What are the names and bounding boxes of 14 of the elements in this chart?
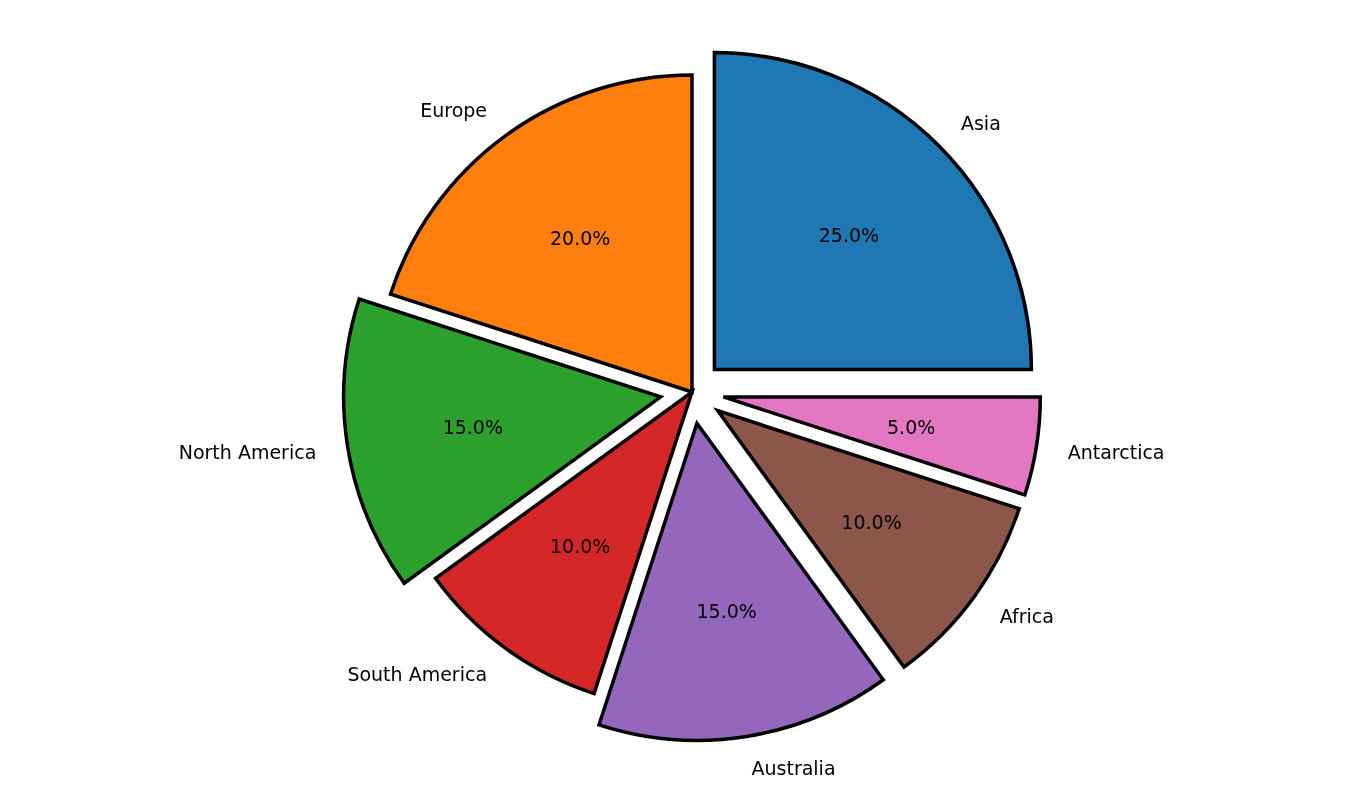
- data-label: 20.0%: [550, 227, 611, 250]
- slice-label: South America: [347, 663, 488, 686]
- data-label: 10.0%: [841, 511, 902, 534]
- data-label: 15.0%: [696, 600, 757, 623]
- slice-label: Asia: [960, 112, 1001, 135]
- data-label: 10.0%: [550, 534, 611, 557]
- slice-label: Europe: [420, 98, 488, 121]
- data-label: 25.0%: [818, 224, 880, 247]
- data-label: 15.0%: [442, 415, 504, 438]
- slice-label: Antarctica: [1067, 440, 1165, 463]
- slice-label: Australia: [751, 756, 836, 779]
- slice-label: North America: [178, 440, 317, 463]
- data-label: 5.0%: [887, 415, 936, 438]
- slice-label: Africa: [999, 604, 1054, 627]
